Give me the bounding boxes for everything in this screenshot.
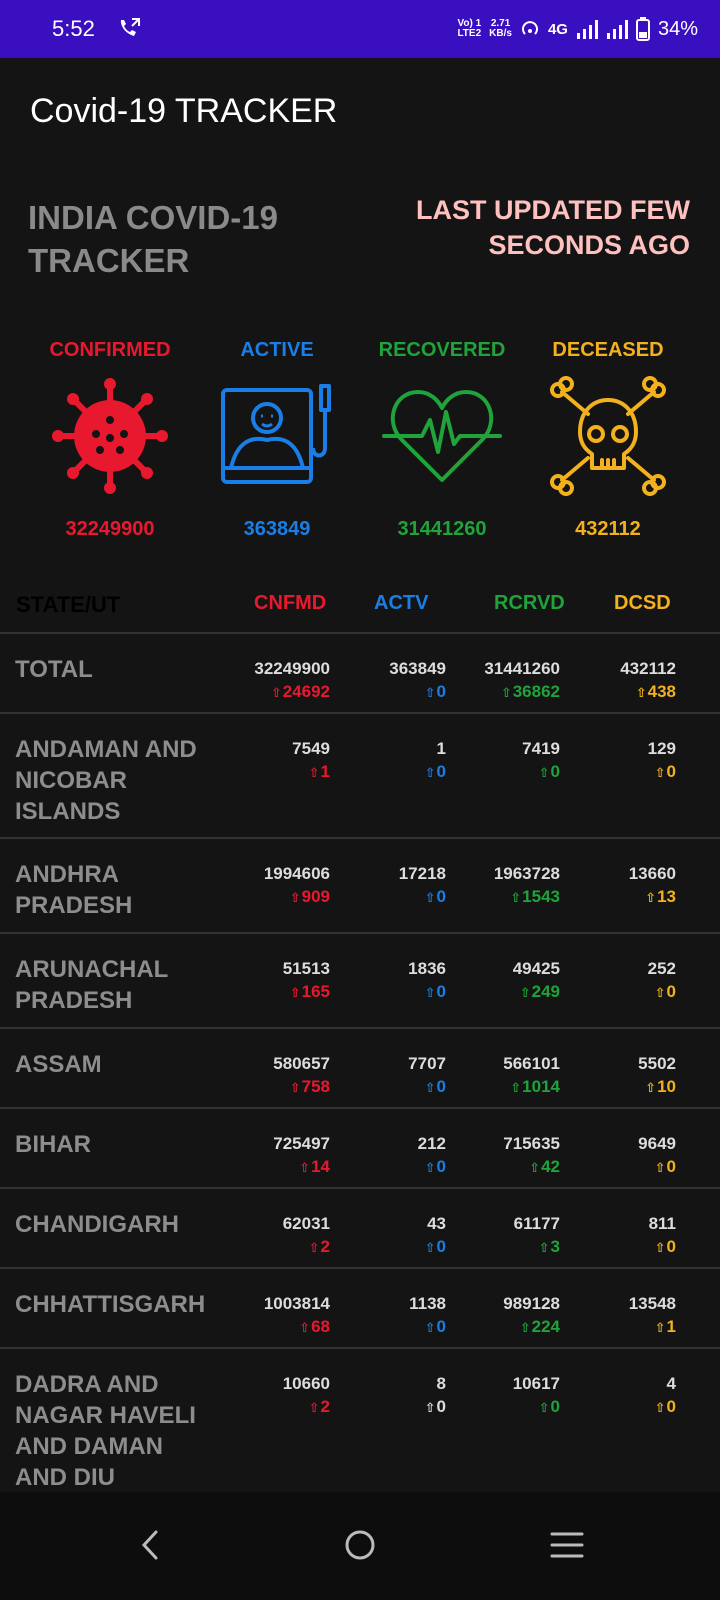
summary-value: 32249900 (65, 518, 155, 540)
home-icon[interactable] (335, 1520, 385, 1570)
cell-active: 43 ⇧0 (424, 1214, 446, 1256)
state-name: ASSAM (15, 1051, 102, 1078)
summary-value: 363849 (243, 518, 311, 540)
summary-recovered: RECOVERED 31441260 (352, 336, 532, 541)
cell-confirmed: 1994606 ⇧909 (263, 864, 330, 906)
cell-recovered: 31441260 ⇧36862 (484, 659, 560, 701)
page-title: INDIA COVID-19 TRACKER (28, 199, 278, 279)
cell-recovered: 989128 ⇧224 (503, 1294, 560, 1336)
back-icon[interactable] (126, 1520, 176, 1570)
table-row[interactable]: TOTAL 32249900 ⇧24692 363849 ⇧0 31441260 ⇧3… (0, 634, 720, 714)
cell-confirmed: 10660 ⇧2 (282, 1374, 330, 1416)
summary-label: ACTIVE (240, 339, 314, 361)
cell-active: 1 ⇧0 (424, 739, 446, 781)
cell-confirmed: 7549 ⇧1 (292, 739, 330, 781)
last-updated: LAST UPDATED FEW SECONDS AGO (416, 195, 690, 260)
cell-recovered: 715635 ⇧42 (503, 1134, 560, 1176)
cell-deceased: 811 ⇧0 (648, 1214, 676, 1256)
header-active: ACTV (374, 592, 429, 614)
network-type: 4G (547, 20, 568, 38)
table-row[interactable]: ANDAMAN AND NICOBAR ISLANDS 7549 ⇧1 1 ⇧0 7… (0, 714, 720, 839)
table-row[interactable]: DADRA AND NAGAR HAVELI AND DAMAN AND DIU… (0, 1349, 720, 1492)
volte-indicator: Vo) 1 LTE2 (457, 18, 482, 39)
cell-deceased: 13548 ⇧1 (628, 1294, 676, 1336)
table-row[interactable]: BIHAR 725497 ⇧14 212 ⇧0 715635 ⇧42 9649 ⇧0 (0, 1109, 720, 1189)
cell-recovered: 1963728 ⇧1543 (493, 864, 560, 906)
summary-label: CONFIRMED (49, 339, 171, 361)
status-bar: 5:52 Vo) 1 LTE2 2.71 KB/s 4G 34% (0, 0, 720, 58)
cell-recovered: 7419 ⇧0 (522, 739, 560, 781)
state-name: CHANDIGARH (15, 1211, 179, 1238)
table-row[interactable]: ASSAM 580657 ⇧758 7707 ⇧0 566101 ⇧1014 5502… (0, 1029, 720, 1109)
cell-deceased: 5502 ⇧10 (638, 1054, 676, 1096)
navigation-bar (0, 1492, 720, 1600)
table-header: STATE/UT CNFMD ACTV RCRVD DCSD (0, 582, 720, 622)
table-row[interactable]: ANDHRA PRADESH 1994606 ⇧909 17218 ⇧0 19637… (0, 839, 720, 934)
app-title: Covid-19 TRACKER (30, 92, 338, 130)
cell-confirmed: 725497 ⇧14 (273, 1134, 330, 1176)
cell-recovered: 49425 ⇧249 (512, 959, 560, 1001)
state-name: ANDHRA PRADESH (15, 861, 133, 919)
heartbeat-icon (382, 390, 502, 482)
status-icons: Vo) 1 LTE2 2.71 KB/s 4G 34% (457, 14, 698, 44)
signal-icon (576, 20, 598, 39)
summary-active: ACTIVE 363849 (187, 336, 367, 541)
cell-confirmed: 580657 ⇧758 (273, 1054, 330, 1096)
header-recovered: RCRVD (494, 592, 565, 614)
header-deceased: DCSD (614, 592, 671, 614)
cell-active: 1836 ⇧0 (408, 959, 446, 1001)
summary-confirmed: CONFIRMED 32249900 (20, 336, 200, 541)
battery-percent: 34% (657, 17, 698, 40)
cell-deceased: 9649 ⇧0 (638, 1134, 676, 1176)
cell-active: 1138 ⇧0 (409, 1294, 446, 1336)
state-name: ARUNACHAL PRADESH (15, 956, 168, 1014)
state-name: ANDAMAN AND NICOBAR ISLANDS (15, 736, 197, 825)
cell-recovered: 61177 ⇧3 (513, 1214, 560, 1256)
cell-confirmed: 51513 ⇧165 (282, 959, 330, 1001)
cell-deceased: 252 ⇧0 (647, 959, 676, 1001)
skull-crossbones-icon (550, 376, 666, 496)
cell-confirmed: 32249900 ⇧24692 (254, 659, 330, 701)
network-speed: 2.71 KB/s (489, 18, 512, 39)
app-bar: Covid-19 TRACKER (0, 58, 720, 168)
battery-icon (635, 17, 650, 41)
cell-deceased: 129 ⇧0 (647, 739, 676, 781)
signal-icon (606, 20, 628, 39)
summary-label: DECEASED (552, 339, 664, 361)
recents-icon[interactable] (542, 1520, 592, 1570)
summary-value: 31441260 (397, 518, 487, 540)
call-forward-icon (120, 18, 140, 36)
cell-deceased: 432112 ⇧438 (620, 659, 676, 701)
header-state: STATE/UT (16, 592, 121, 617)
hospital-bed-icon (221, 384, 331, 484)
cell-deceased: 13660 ⇧13 (628, 864, 676, 906)
table-row[interactable]: CHANDIGARH 62031 ⇧2 43 ⇧0 61177 ⇧3 811 ⇧0 (0, 1189, 720, 1269)
table-row[interactable]: CHHATTISGARH 1003814 ⇧68 1138 ⇧0 989128 ⇧22… (0, 1269, 720, 1349)
state-name: TOTAL (15, 656, 93, 683)
state-name: CHHATTISGARH (15, 1291, 206, 1318)
state-name: BIHAR (15, 1131, 91, 1158)
header-confirmed: CNFMD (254, 592, 327, 614)
cell-recovered: 566101 ⇧1014 (503, 1054, 560, 1096)
state-name: DADRA AND NAGAR HAVELI AND DAMAN AND DIU (15, 1371, 196, 1491)
table-row[interactable]: ARUNACHAL PRADESH 51513 ⇧165 1836 ⇧0 49425… (0, 934, 720, 1029)
cell-confirmed: 62031 ⇧2 (282, 1214, 330, 1256)
cell-recovered: 10617 ⇧0 (512, 1374, 560, 1416)
cell-active: 363849 ⇧0 (389, 659, 446, 701)
state-list[interactable]: TOTAL 32249900 ⇧24692 363849 ⇧0 31441260 ⇧3… (0, 632, 720, 1492)
cell-active: 17218 ⇧0 (398, 864, 446, 906)
summary-value: 432112 (575, 518, 641, 540)
virus-icon (52, 378, 168, 494)
hotspot-icon (522, 21, 538, 35)
summary-deceased: DECEASED 432112 (518, 336, 698, 541)
summary-label: RECOVERED (378, 339, 506, 361)
status-time: 5:52 (52, 16, 95, 41)
cell-deceased: 4 ⇧0 (654, 1374, 676, 1416)
summary-cards: CONFIRMED 32249900 ACTIVE (0, 336, 720, 546)
cell-confirmed: 1003814 ⇧68 (263, 1294, 330, 1336)
cell-active: 212 ⇧0 (417, 1134, 446, 1176)
cell-active: 8 ⇧0 (424, 1374, 446, 1416)
cell-active: 7707 ⇧0 (408, 1054, 446, 1096)
